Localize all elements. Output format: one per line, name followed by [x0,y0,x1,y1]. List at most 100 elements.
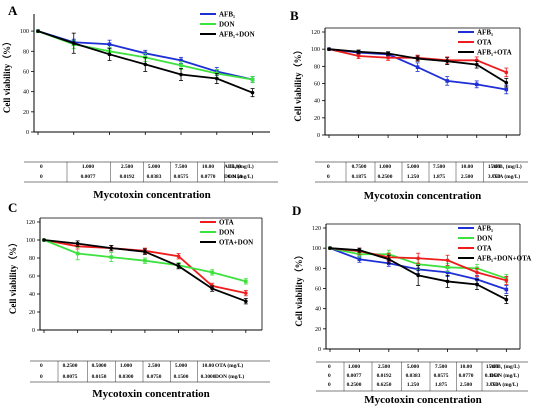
data-point [504,297,509,302]
data-point [109,255,114,259]
table-cell: 0.2500 [378,174,393,180]
panel-d: D 0 20 40 60 80 100 120 Cell viability（%） AFB₁ DON… [292,203,531,406]
table-cell: 0.0383 [406,373,421,379]
table-row-label: DON (mg/L) [490,372,519,379]
table-row-label: DON (mg/L) [215,373,244,380]
table-cell: 7.500 [435,364,447,370]
data-point [328,246,332,250]
data-point [504,70,509,75]
data-point [250,77,255,82]
y-tick-label: 60 [315,287,321,293]
table-cell: 0 [328,364,331,370]
data-point [42,238,46,242]
table-cell: 0.0150 [92,374,107,380]
data-point [179,72,183,77]
y-tick-label: 0 [318,347,321,353]
table-cell: 0.0575 [174,174,189,180]
table-cell: 15.00 [486,364,498,370]
data-point [474,82,479,87]
y-tick-label: 0 [26,130,29,136]
series-0 [42,238,248,297]
y-tick-label: 80 [314,64,320,70]
data-point [415,56,420,61]
panel-letter: B [290,8,299,23]
table-cell: 0.1150 [485,373,500,379]
table-cell: 15.00 [229,164,241,170]
table-cell: 10.00 [202,164,214,170]
data-point [107,42,112,47]
y-tick-label: 20 [315,327,321,333]
y-tick-label: 0 [32,328,35,334]
panel-letter: D [292,203,301,218]
table-cell: 0 [328,382,331,388]
data-point [250,90,255,95]
data-point [416,256,420,261]
table-cell: 0.3000 [201,374,216,380]
y-tick-label: 40 [314,99,320,105]
legend-label: OTA+DON [219,239,253,247]
data-point [179,63,183,68]
data-point [71,41,76,46]
table-cell: 1.250 [407,174,419,180]
series-2 [36,29,255,98]
y-tick-label: 40 [23,90,29,96]
legend-label: AFB₁+DON [219,31,255,39]
data-point [474,62,479,67]
y-tick-label: 20 [29,310,35,316]
data-point [475,270,479,275]
data-point [386,55,390,60]
data-point [445,79,449,83]
data-point [504,278,509,283]
data-point [504,87,509,92]
data-point [445,258,450,263]
table-cell: 0.1500 [174,374,189,380]
data-point [75,241,80,246]
data-point [143,249,147,254]
y-axis-label: Cell viability（%） [8,238,18,314]
data-point [179,58,183,63]
data-point [327,47,331,51]
y-tick-label: 80 [315,266,321,272]
table-cell: 7.500 [433,164,445,170]
table-cell: 0 [40,374,43,380]
table-cell: 2.500 [148,363,160,369]
y-tick-label: 40 [29,292,35,298]
data-point [475,282,479,287]
y-tick-label: 40 [315,307,321,313]
y-tick-label: 60 [23,69,29,75]
data-point [214,76,219,81]
table-cell: 2.500 [461,174,473,180]
y-axis-label: Cell viability（%） [2,37,12,113]
table-cell: 5.000 [407,364,419,370]
y-tick-label: 100 [20,29,29,35]
table-cell: 1.000 [379,164,391,170]
data-point [244,299,248,304]
legend-label: AFB₁ [477,225,493,233]
data-point [416,273,420,278]
table-cell: 3.750 [486,382,498,388]
table-cell: 0.0300 [119,374,134,380]
table-cell: 7.500 [175,164,187,170]
y-tick-label: 100 [312,246,321,252]
legend-label: AFB₁+OTA [477,49,512,57]
data-point [210,286,214,291]
x-axis-title: Mycotoxin concentration [92,388,210,400]
panel-letter: C [8,200,17,215]
data-point [357,257,362,262]
data-point [445,279,450,284]
legend-label: OTA [477,245,492,253]
panel-letter: A [8,3,18,18]
legend-label: DON [219,21,235,29]
table-cell: 0.0077 [81,174,96,180]
legend-label: AFB₁+DON+OTA [477,255,531,263]
legend-label: AFB₁ [477,29,493,37]
panel-a: A 0 20 40 60 80 100 Cell viability（%） AFB₁ DON AFB… [2,3,278,201]
y-tick-label: 100 [26,238,35,244]
y-tick-label: 120 [311,30,320,36]
data-point [504,80,509,85]
panel-c: C 0 20 40 60 80 100 120 Cell viability（%） OTA DON O… [8,200,270,400]
data-point [143,258,147,263]
table-cell: 0.0770 [201,174,216,180]
legend-label: DON [219,229,235,237]
table-row-label: AFB₁ (mg/L) [224,163,254,170]
